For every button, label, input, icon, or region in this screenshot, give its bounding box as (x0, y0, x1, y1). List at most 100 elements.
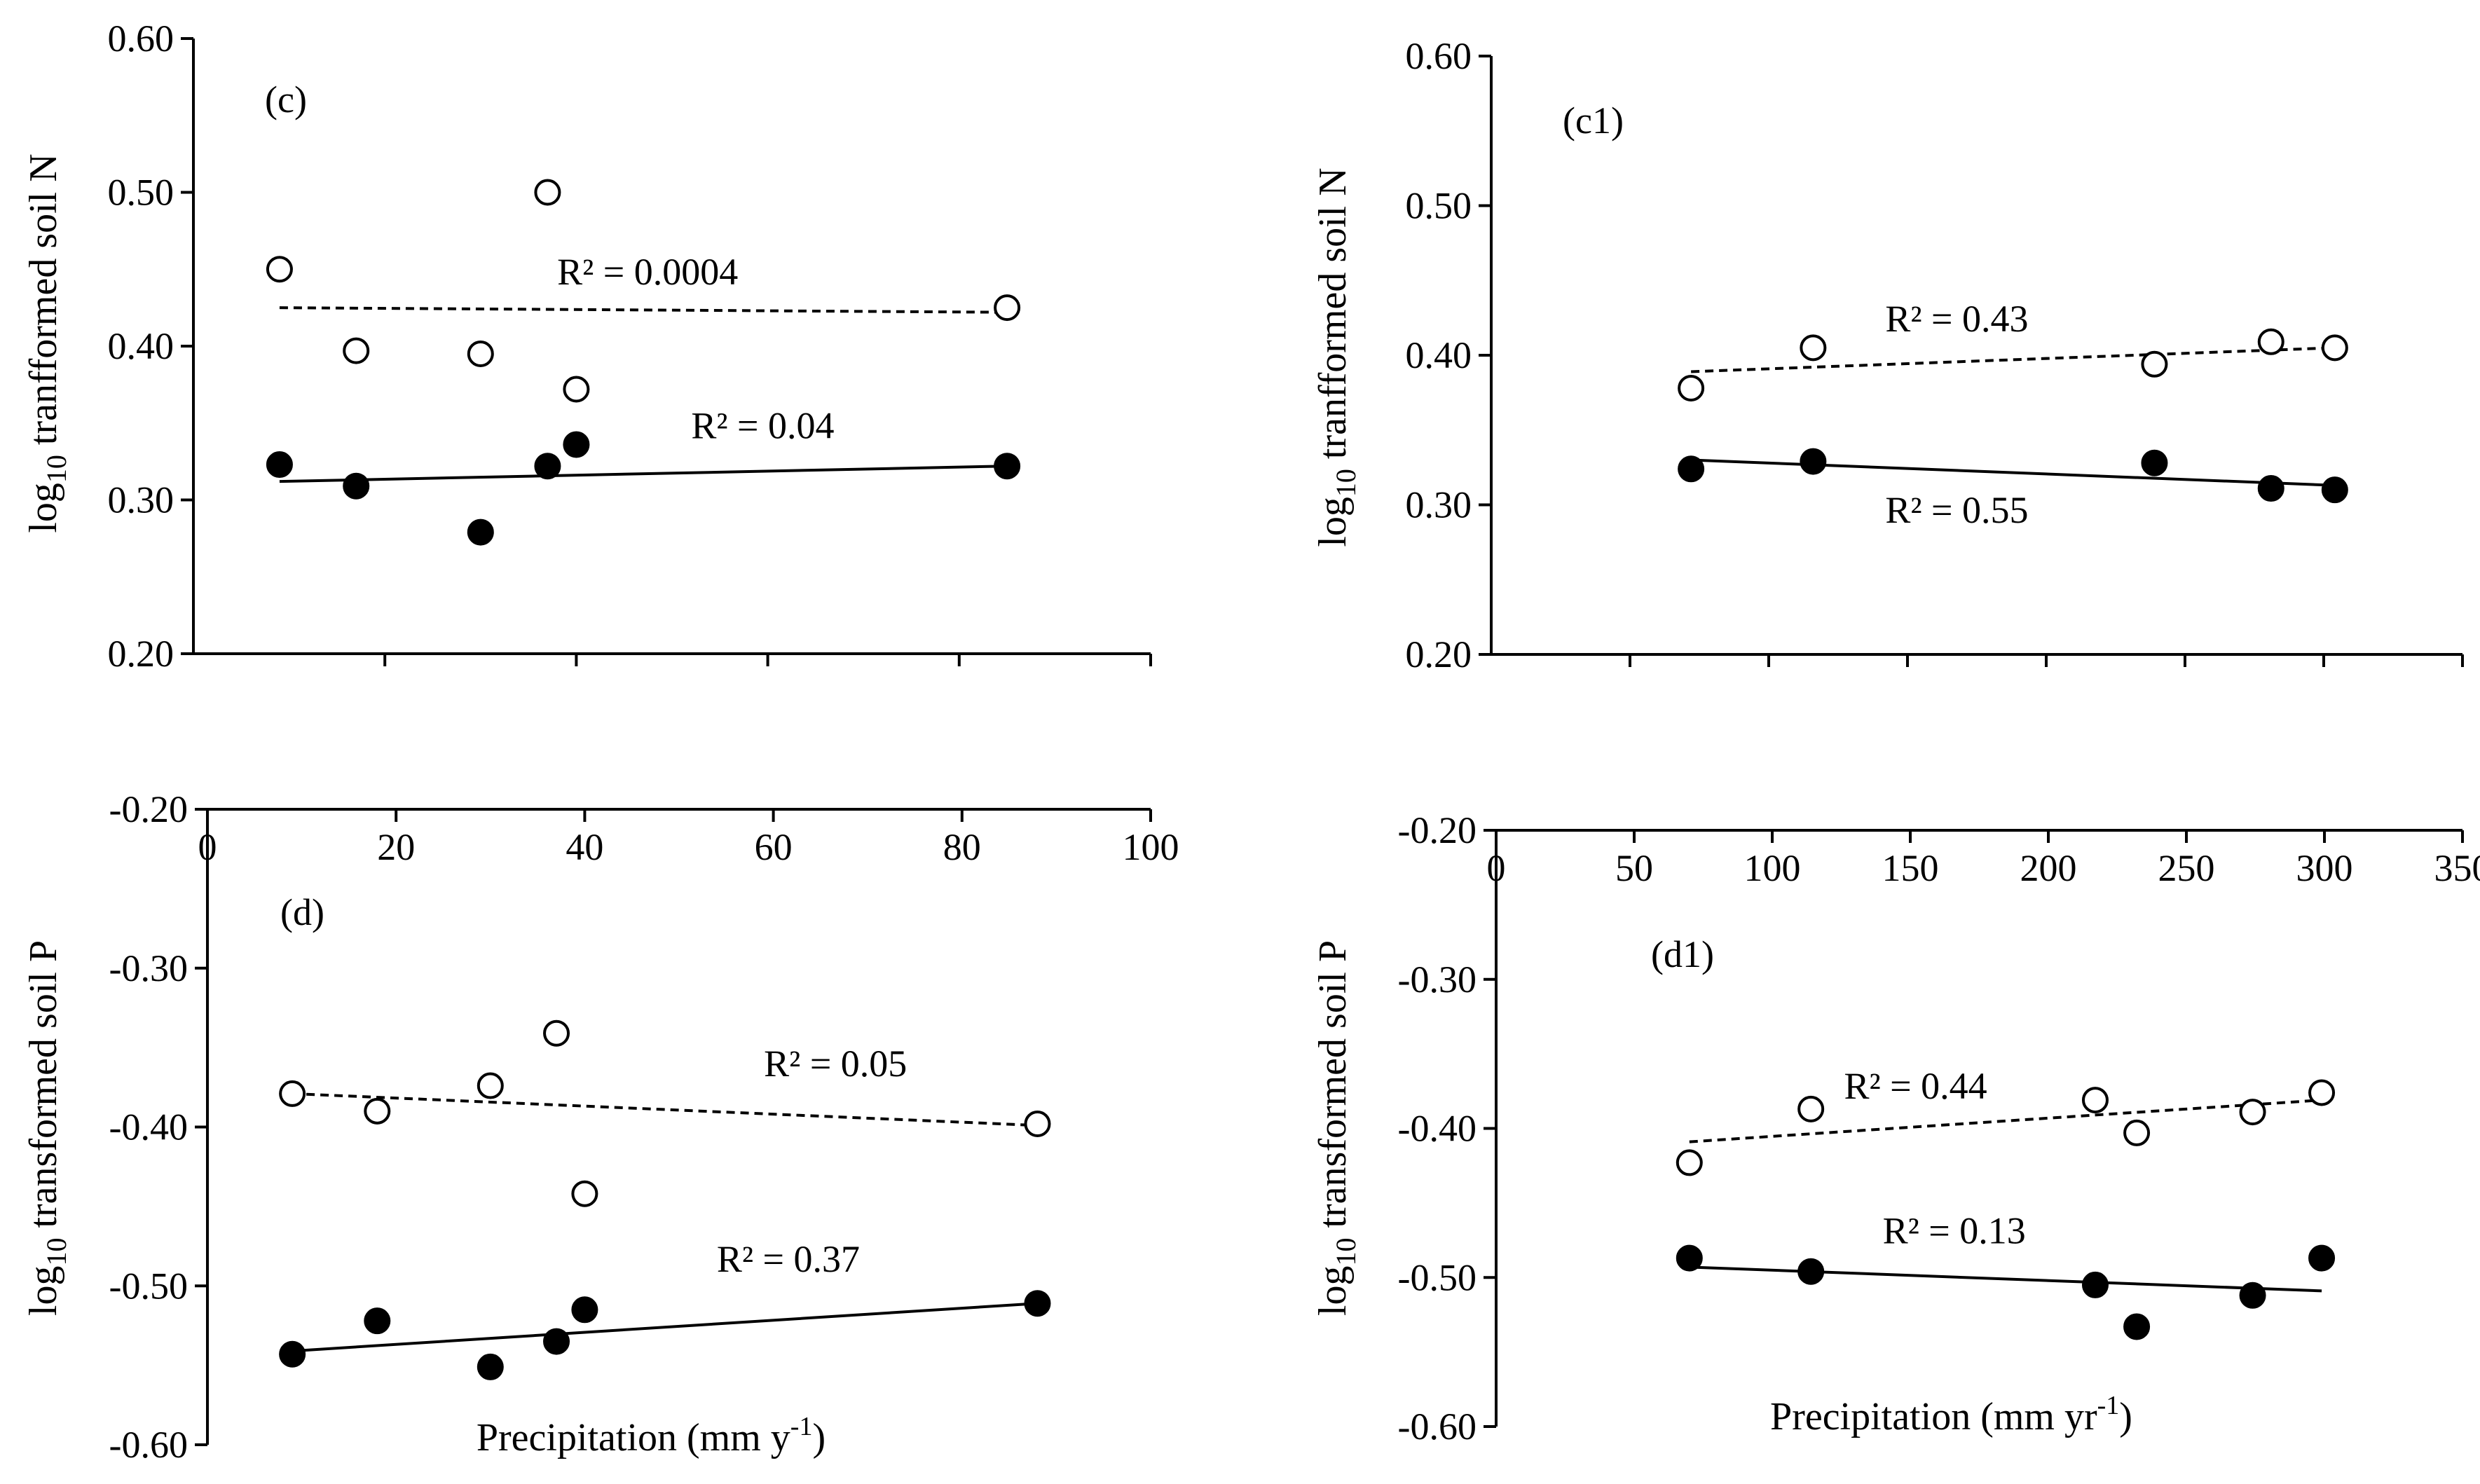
x-tick-label: 200 (2020, 847, 2077, 889)
filled-trendline (1691, 458, 2335, 487)
open-data-point (364, 1097, 391, 1125)
panel-label: (c1) (1563, 99, 1624, 142)
filled-data-point (994, 453, 1021, 480)
y-tick-label: 0.20 (1406, 633, 1472, 675)
x-tick-label: 50 (1615, 847, 1653, 889)
open-data-point (2123, 1119, 2151, 1146)
x-tick-label: 300 (2296, 847, 2353, 889)
y-tick-label: -0.50 (1398, 1256, 1477, 1298)
filled-data-point (2141, 449, 2168, 476)
open-data-point (571, 1180, 598, 1207)
panel-c: 0.20 0.30 0.40 0.50 0.60 log10 tranfformed so… (22, 18, 1152, 675)
y-tick-label: -0.50 (109, 1265, 188, 1307)
y-tick-label: 0.50 (1406, 185, 1472, 227)
panel-label: (d) (280, 891, 324, 933)
open-data-point (477, 1072, 504, 1099)
y-axis-label: log10 transformed soil P (22, 940, 72, 1316)
open-data-point (2308, 1079, 2336, 1106)
open-data-point (2239, 1099, 2266, 1126)
open-data-point (563, 376, 590, 403)
x-tick-label: 60 (755, 826, 793, 868)
open-data-point (2257, 328, 2284, 355)
filled-data-point (563, 431, 590, 458)
x-tick-label: 0 (198, 826, 217, 868)
filled-trendline (279, 465, 1008, 483)
filled-data-point (364, 1307, 391, 1335)
filled-r2-label: R² = 0.37 (717, 1238, 860, 1280)
filled-data-point (477, 1353, 504, 1380)
y-axis-label: log10 tranfformed soil N (1311, 167, 1362, 547)
open-data-point (534, 179, 561, 206)
panel-d: -0.60 -0.50 -0.40 -0.30 -0.200 20 40 60 80 100 log… (22, 788, 1179, 1466)
filled-data-point (2123, 1313, 2151, 1340)
y-tick-label: 0.40 (1406, 334, 1472, 376)
y-tick-label: 0.30 (108, 479, 174, 521)
open-r2-label: R² = 0.43 (1885, 298, 2028, 340)
x-tick-label: 150 (1882, 847, 1939, 889)
y-tick-label: -0.20 (109, 788, 188, 830)
filled-data-point (467, 518, 494, 546)
open-data-point (279, 1080, 306, 1107)
open-data-point (1678, 374, 1705, 401)
panel-d1: -0.60 -0.50 -0.40 -0.30 -0.200 50 100 150 200 250… (1311, 809, 2480, 1448)
open-data-point (1797, 1095, 1825, 1122)
open-data-point (1024, 1110, 1051, 1137)
open-data-point (2081, 1087, 2109, 1114)
filled-data-point (2308, 1244, 2336, 1272)
y-tick-label: -0.20 (1398, 809, 1477, 851)
y-tick-label: 0.30 (1406, 484, 1472, 526)
open-r2-label: R² = 0.44 (1844, 1065, 1987, 1107)
y-tick-label: -0.40 (1398, 1108, 1477, 1150)
open-data-point (2321, 334, 2348, 362)
filled-data-point (343, 472, 370, 500)
filled-data-point (2239, 1282, 2266, 1309)
x-tick-label: 20 (377, 826, 415, 868)
filled-data-point (543, 1328, 570, 1355)
x-tick-label: 100 (1744, 847, 1801, 889)
filled-trendline (292, 1302, 1038, 1353)
open-data-point (1676, 1149, 1703, 1176)
y-tick-label: 0.20 (108, 633, 174, 675)
filled-data-point (266, 451, 293, 479)
filled-r2-label: R² = 0.55 (1885, 489, 2028, 531)
y-tick-label: -0.60 (109, 1424, 188, 1466)
open-trendline (1691, 346, 2335, 373)
x-tick-label: 0 (1487, 847, 1506, 889)
y-tick-label: -0.40 (109, 1106, 188, 1148)
y-axis-label: log10 tranfformed soil N (22, 153, 72, 533)
open-data-point (994, 294, 1021, 322)
filled-data-point (534, 453, 561, 480)
filled-data-point (1797, 1258, 1825, 1285)
filled-data-point (2321, 476, 2348, 504)
x-tick-label: 250 (2158, 847, 2215, 889)
y-tick-label: 0.40 (108, 325, 174, 367)
open-data-point (1800, 334, 1827, 362)
open-trendline (279, 306, 1008, 314)
y-tick-label: 0.60 (1406, 35, 1472, 77)
open-data-point (266, 256, 293, 283)
y-tick-label: 0.50 (108, 172, 174, 214)
filled-data-point (279, 1340, 306, 1368)
x-tick-label: 80 (943, 826, 981, 868)
filled-data-point (1800, 448, 1827, 475)
panel-label: (d1) (1651, 933, 1714, 975)
panel-c1: 0.20 0.30 0.40 0.50 0.60 log10 tranfformed so… (1311, 35, 2464, 675)
x-tick-label: 40 (566, 826, 603, 868)
open-r2-label: R² = 0.05 (764, 1043, 907, 1085)
y-tick-label: -0.30 (109, 947, 188, 989)
x-axis-label: Precipitation (mm y-1) (477, 1412, 825, 1459)
filled-data-point (1678, 455, 1705, 483)
filled-data-point (1676, 1244, 1703, 1272)
panel-label: (c) (265, 78, 307, 121)
open-r2-label: R² = 0.0004 (557, 251, 738, 293)
filled-trendline (1689, 1265, 2322, 1293)
filled-r2-label: R² = 0.13 (1883, 1209, 2026, 1251)
y-tick-label: -0.30 (1398, 959, 1477, 1001)
open-data-point (343, 337, 370, 364)
open-data-point (2141, 350, 2168, 378)
open-data-point (543, 1019, 570, 1047)
open-data-point (467, 340, 494, 367)
open-trendline (1689, 1099, 2322, 1143)
filled-data-point (2081, 1271, 2109, 1298)
